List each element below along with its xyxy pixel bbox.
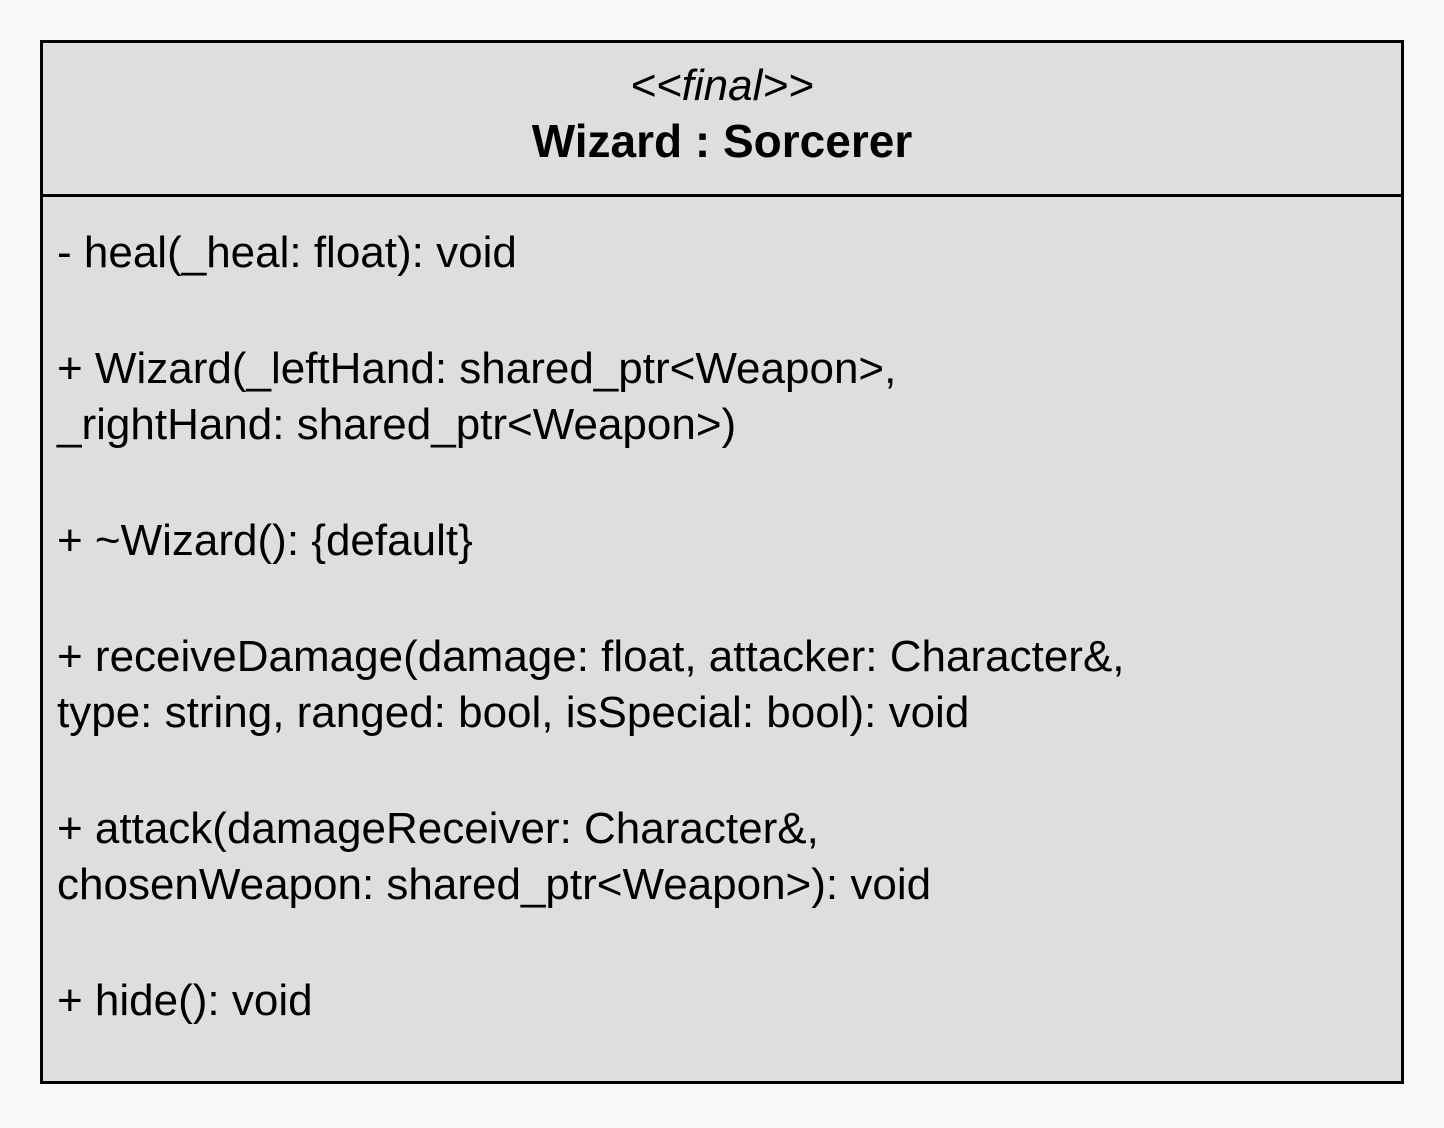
uml-class-box[interactable]: <<final>> Wizard : Sorcerer - heal(_heal… bbox=[40, 40, 1404, 1084]
operation-attack-line-2: chosenWeapon: shared_ptr<Weapon>): void bbox=[57, 860, 932, 909]
operation-constructor-line-2: _rightHand: shared_ptr<Weapon>) bbox=[57, 400, 737, 449]
operation-destructor-line-1: + ~Wizard(): {default} bbox=[57, 516, 473, 565]
operation-receive-damage-line-1: + receiveDamage(damage: float, attacker:… bbox=[57, 632, 1125, 681]
class-stereotype: <<final>> bbox=[630, 61, 814, 110]
operation-attack-line-1: + attack(damageReceiver: Character&, bbox=[57, 804, 819, 853]
operation-constructor-line-1: + Wizard(_leftHand: shared_ptr<Weapon>, bbox=[57, 344, 897, 393]
operations-compartment: - heal(_heal: float): void + Wizard(_lef… bbox=[57, 225, 1387, 1089]
operation-heal-line-1: - heal(_heal: float): void bbox=[57, 228, 517, 277]
operation-attack: + attack(damageReceiver: Character&, cho… bbox=[57, 801, 1387, 913]
operation-heal: - heal(_heal: float): void bbox=[57, 225, 1387, 281]
class-header: <<final>> Wizard : Sorcerer bbox=[43, 43, 1401, 197]
operation-destructor: + ~Wizard(): {default} bbox=[57, 513, 1387, 569]
operation-hide-line-1: + hide(): void bbox=[57, 976, 313, 1025]
operation-hide: + hide(): void bbox=[57, 973, 1387, 1029]
operation-receive-damage-line-2: type: string, ranged: bool, isSpecial: b… bbox=[57, 688, 970, 737]
operation-constructor: + Wizard(_leftHand: shared_ptr<Weapon>, … bbox=[57, 341, 1387, 453]
operation-receive-damage: + receiveDamage(damage: float, attacker:… bbox=[57, 629, 1387, 741]
class-name: Wizard : Sorcerer bbox=[531, 115, 913, 167]
